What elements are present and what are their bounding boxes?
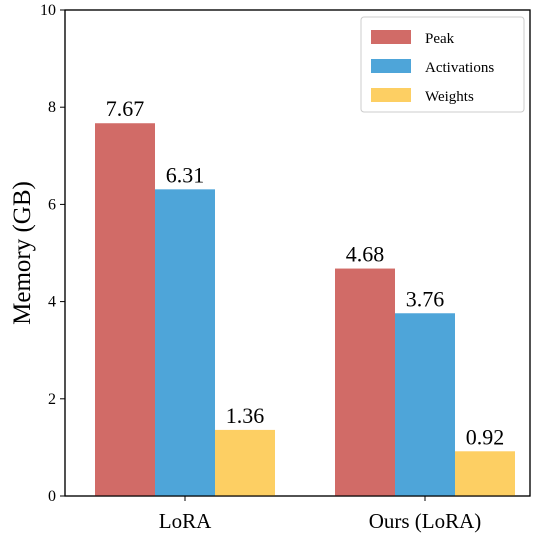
bar-weights [215, 429, 275, 496]
y-tick-label: 0 [48, 488, 56, 505]
legend-label: Peak [425, 31, 455, 47]
legend-label: Weights [425, 89, 474, 105]
y-tick-label: 4 [48, 294, 56, 311]
legend-swatch-activations [371, 59, 411, 73]
y-tick-label: 6 [48, 196, 56, 213]
legend-swatch-peak [371, 30, 411, 44]
axes-border [64, 9, 531, 497]
bar-weights [455, 451, 515, 496]
y-axis-label: Memory (GB) [9, 181, 36, 325]
plot-area: 0 2 4 6 8 10 Memory (GB) LoRA 7.67 6.31 1.36 Ours (… [9, 2, 531, 533]
bar-peak [335, 268, 395, 496]
data-label: 0.92 [466, 424, 505, 449]
x-tick-label: LoRA [159, 509, 212, 533]
bar-activations [395, 313, 455, 496]
data-label: 6.31 [166, 162, 205, 187]
data-label: 1.36 [226, 403, 265, 428]
bar-activations [155, 189, 215, 497]
y-tick-label: 2 [48, 391, 56, 408]
bar-peak [95, 123, 155, 496]
y-tick-label: 10 [40, 2, 56, 19]
data-label: 3.76 [406, 286, 445, 311]
data-label: 7.67 [106, 96, 145, 121]
legend-swatch-weights [371, 88, 411, 102]
legend-label: Activations [425, 60, 494, 76]
data-label: 4.68 [346, 242, 385, 267]
y-tick-label: 8 [48, 99, 56, 116]
x-tick-label: Ours (LoRA) [369, 509, 482, 533]
